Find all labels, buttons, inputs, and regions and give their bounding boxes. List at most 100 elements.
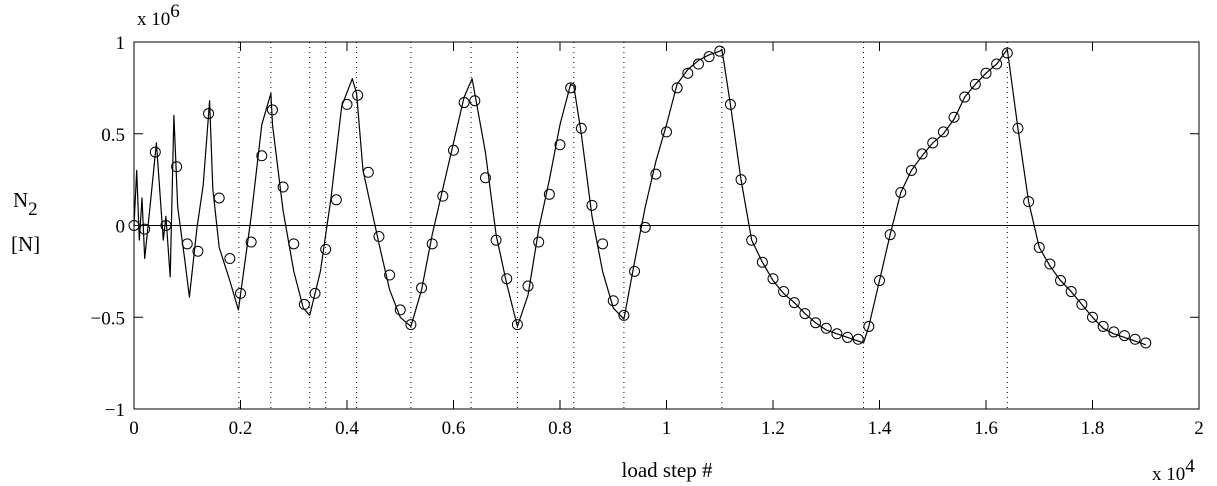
data-point-marker xyxy=(384,269,396,281)
data-point-marker xyxy=(618,309,630,321)
y-tick-label: 1 xyxy=(116,33,126,54)
data-point-marker xyxy=(437,190,449,202)
y-axis-label-unit: [N] xyxy=(11,232,40,256)
y-tick-label: −1 xyxy=(105,400,125,421)
data-point-marker xyxy=(661,126,672,138)
y-tick-label: −0.5 xyxy=(91,308,125,329)
data-point-marker xyxy=(160,220,172,231)
x-tick-label: 1 xyxy=(662,418,672,439)
data-point-marker xyxy=(767,273,779,285)
data-point-marker xyxy=(458,97,470,109)
data-point-marker xyxy=(181,238,193,250)
data-point-marker xyxy=(969,78,981,90)
data-point-marker xyxy=(948,111,960,123)
data-point-marker xyxy=(788,297,800,309)
data-point-marker xyxy=(448,144,459,156)
data-point-marker xyxy=(288,238,300,250)
x-tick-label: 0.8 xyxy=(548,418,572,439)
data-point-marker xyxy=(607,295,619,307)
data-point-marker xyxy=(682,67,694,79)
data-point-marker xyxy=(735,174,747,186)
x-tick-label: 1.6 xyxy=(974,418,998,439)
data-point-marker xyxy=(863,320,875,332)
data-point-marker xyxy=(1118,330,1130,342)
data-point-marker xyxy=(469,95,481,107)
data-point-marker xyxy=(597,238,609,250)
data-point-marker xyxy=(1076,298,1088,310)
data-point-marker xyxy=(341,98,353,110)
data-point-marker xyxy=(852,333,864,345)
data-point-marker xyxy=(671,82,683,94)
x-tick-label: 0.2 xyxy=(229,418,253,439)
data-point-marker xyxy=(1140,337,1152,349)
data-point-marker xyxy=(959,91,971,103)
x-tick-label: 1.4 xyxy=(868,418,892,439)
data-point-marker xyxy=(522,280,534,292)
data-point-marker xyxy=(1065,286,1077,298)
data-point-marker xyxy=(980,67,992,79)
x-tick-label: 0.4 xyxy=(335,418,359,439)
data-point-marker xyxy=(543,188,555,200)
x-tick-label: 0.6 xyxy=(442,418,466,439)
data-point-marker xyxy=(927,137,939,149)
data-point-marker xyxy=(554,139,566,151)
data-point-marker xyxy=(799,308,811,320)
data-point-marker xyxy=(426,238,438,250)
data-point-marker xyxy=(511,319,523,331)
vertical-dotted-lines xyxy=(238,42,1008,409)
data-point-marker xyxy=(575,122,587,134)
x-tick-label: 1.8 xyxy=(1081,418,1105,439)
data-point-marker xyxy=(565,82,577,94)
data-point-marker xyxy=(991,58,1003,70)
data-point-marker xyxy=(139,223,151,235)
data-point-marker xyxy=(330,194,342,206)
x-tick-label: 2 xyxy=(1194,418,1204,439)
x-axis-label: load step # xyxy=(622,458,713,482)
data-point-marker xyxy=(501,273,513,285)
data-point-marker xyxy=(256,150,268,162)
data-point-marker xyxy=(224,253,236,265)
data-point-marker xyxy=(831,328,843,340)
data-point-marker xyxy=(320,243,332,255)
data-point-marker xyxy=(586,199,598,211)
data-point-marker xyxy=(171,161,183,173)
data-point-marker xyxy=(298,298,310,310)
x-tick-label: 1.2 xyxy=(761,418,785,439)
data-point-marker xyxy=(490,234,502,246)
data-point-marker xyxy=(1108,326,1120,338)
data-point-marker xyxy=(1087,311,1098,323)
y-tick-label: 0 xyxy=(116,217,126,238)
data-point-marker xyxy=(810,317,822,329)
y-axis-label-main: N2 xyxy=(13,188,38,220)
data-point-marker xyxy=(373,231,385,243)
data-point-marker xyxy=(650,168,662,180)
axis-ticks: 0 0.2 0.4 0.6 0.8 1 1.2 1.4 1.6 1.8 2 −1 −0.5 0 0.5 1 xyxy=(91,33,1204,439)
data-point-marker xyxy=(639,221,651,233)
data-point-marker xyxy=(937,126,949,138)
data-point-marker xyxy=(128,220,140,231)
data-point-marker xyxy=(309,287,321,299)
data-point-marker xyxy=(884,229,896,241)
data-point-marker xyxy=(245,236,257,248)
data-point-marker xyxy=(533,236,545,248)
data-point-marker xyxy=(756,256,768,268)
series-line xyxy=(133,48,1146,346)
y-axis-multiplier: x 106 xyxy=(137,1,180,30)
data-point-marker xyxy=(629,265,641,277)
data-point-marker xyxy=(820,322,832,334)
data-point-marker xyxy=(746,234,758,246)
data-point-marker xyxy=(842,331,854,343)
data-point-marker xyxy=(1012,122,1024,134)
data-point-marker xyxy=(362,166,374,178)
data-point-marker xyxy=(778,286,790,298)
data-point-marker xyxy=(352,89,364,101)
data-point-marker xyxy=(1129,333,1141,345)
data-point-marker xyxy=(192,245,204,257)
data-series xyxy=(128,45,1152,349)
data-point-marker xyxy=(1023,196,1035,208)
data-point-marker xyxy=(1033,242,1045,254)
data-point-marker xyxy=(149,146,161,158)
data-point-marker xyxy=(203,108,215,120)
data-point-marker xyxy=(895,186,907,198)
